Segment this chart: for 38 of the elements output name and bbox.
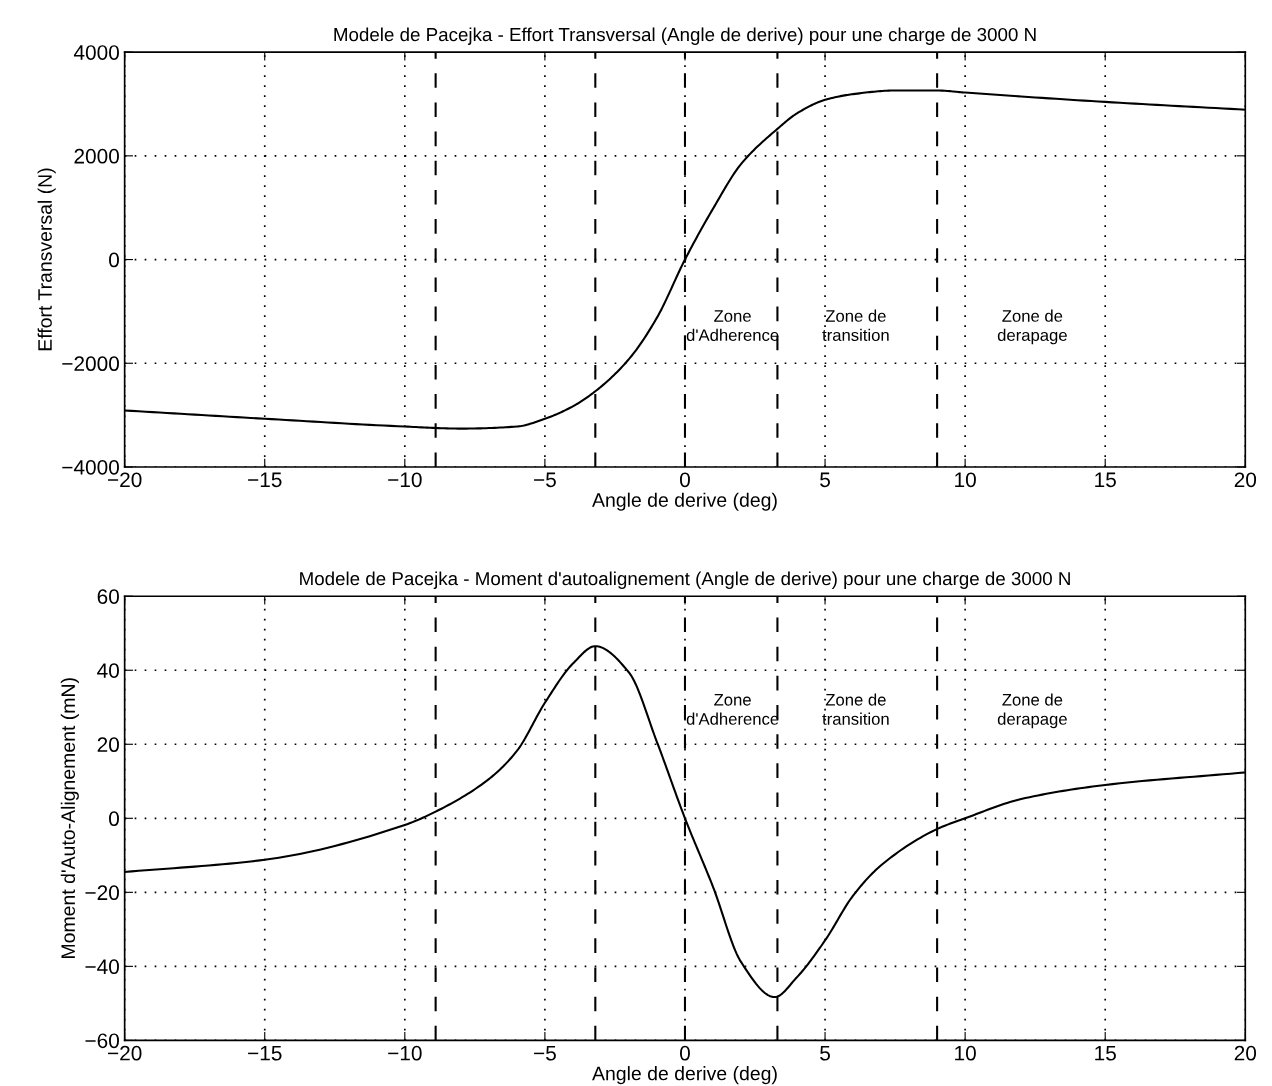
x-tick-label: 10 [955,1045,976,1061]
y-tick-label: −20 [85,885,119,901]
x-tick-label: 20 [1234,472,1257,488]
annotation: Zone de derapage [997,693,1067,729]
x-tick-label: 0 [679,472,690,488]
y-tick-label: 60 [97,589,119,604]
x-tick-label: 5 [820,472,830,488]
x-tick-label: 0 [679,1045,690,1061]
y-tick-label: 0 [109,811,119,827]
x-tick-label: −10 [388,472,422,488]
x-tick-label: −5 [534,472,556,488]
x-axis-title: Angle de derive (deg) [592,1066,777,1085]
y-tick-label: 2000 [74,148,119,164]
x-tick-label: −15 [248,1046,282,1061]
x-tick-label: 20 [1234,1045,1257,1061]
y-tick-label: 4000 [73,45,119,60]
annotation: Zone de derapage [997,309,1067,345]
y-axis-title: Effort Transversal (N) [37,168,56,351]
x-tick-label: 15 [1095,472,1116,488]
annotation: Zone de transition [822,309,889,342]
y-tick-label: 40 [97,663,119,678]
x-tick-label: −15 [248,472,282,488]
y-tick-label: 0 [109,252,119,268]
annotation: Zone d'Adherence [686,310,779,342]
y-tick-label: −40 [85,959,119,975]
y-tick-label: −2000 [62,356,119,372]
y-tick-label: 20 [97,737,119,753]
chart-title: Modele de Pacejka - Effort Transversal (Angle de derive) pour une charge de 3000 N [334,27,1036,45]
annotation: Zone d'Adherence [686,694,779,725]
x-tick-label: −5 [534,1046,556,1061]
y-axis-title: Moment d'Auto-Alignement (mN) [60,678,79,958]
annotation: Zone de transition [822,693,889,725]
x-tick-label: 5 [820,1046,830,1061]
x-tick-label: −10 [388,1045,422,1061]
x-tick-label: 10 [955,472,976,488]
x-axis-title: Angle de derive (deg) [592,492,777,511]
x-tick-label: 15 [1095,1046,1116,1061]
chart-title: Modele de Pacejka - Moment d'autoalignement (Angle de derive) pour une charge de 3000 N [300,571,1070,589]
